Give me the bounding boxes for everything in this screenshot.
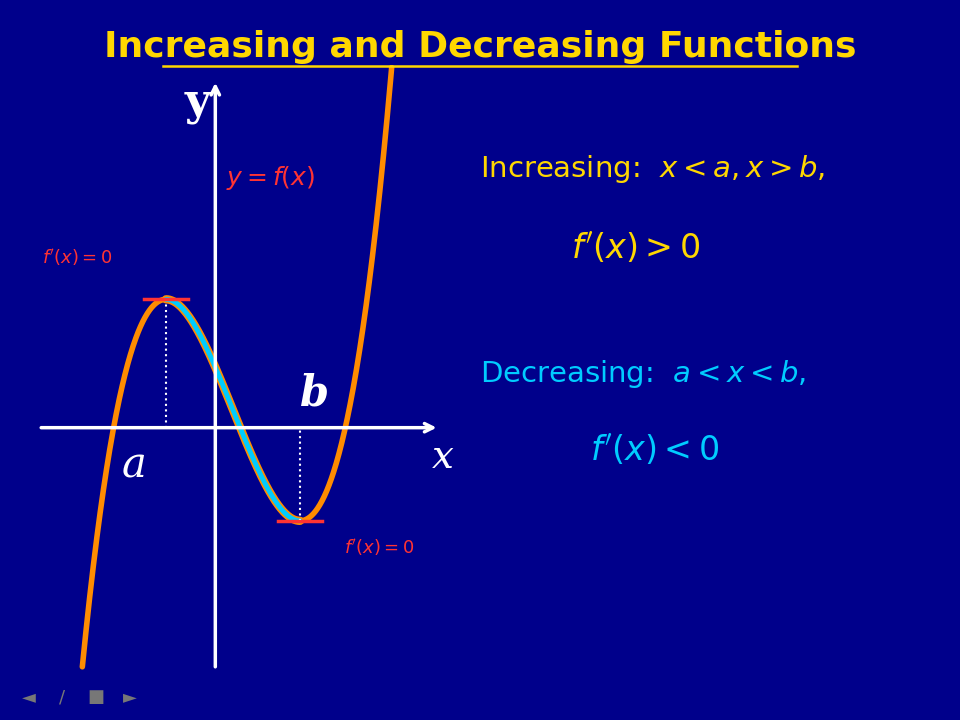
Text: a: a: [121, 444, 146, 487]
Text: Decreasing:  $a < x < b,$: Decreasing: $a < x < b,$: [480, 359, 806, 390]
Text: y: y: [184, 81, 210, 124]
Text: $f'(x)=0$: $f'(x)=0$: [42, 247, 113, 269]
Text: ◄: ◄: [22, 688, 36, 706]
Text: $f'(x) > 0$: $f'(x) > 0$: [571, 231, 701, 266]
Text: $f'(x)=0$: $f'(x)=0$: [345, 537, 415, 558]
Text: ■: ■: [87, 688, 105, 706]
Text: Increasing:  $x < a, x > b,$: Increasing: $x < a, x > b,$: [480, 153, 825, 185]
Text: b: b: [300, 373, 329, 415]
Text: $y = f(x)$: $y = f(x)$: [226, 164, 315, 192]
Text: x: x: [431, 439, 453, 477]
Text: ►: ►: [123, 688, 136, 706]
Text: /: /: [60, 688, 65, 706]
Text: Increasing and Decreasing Functions: Increasing and Decreasing Functions: [104, 30, 856, 64]
Text: $f'(x) < 0$: $f'(x) < 0$: [590, 433, 720, 467]
